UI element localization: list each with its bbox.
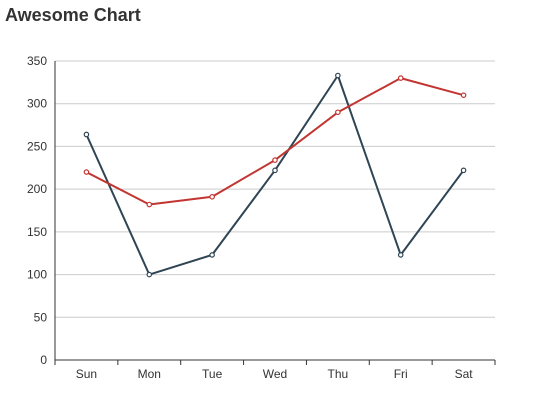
data-point[interactable]	[209, 194, 215, 200]
data-point[interactable]	[272, 157, 278, 163]
data-point[interactable]	[146, 201, 153, 208]
x-tick-label: Tue	[202, 367, 223, 381]
data-point[interactable]	[83, 169, 90, 175]
y-tick-label: 50	[34, 310, 48, 324]
data-point[interactable]	[335, 109, 341, 116]
data-point[interactable]	[209, 252, 215, 258]
series-line-2	[85, 77, 464, 206]
data-point[interactable]	[397, 75, 404, 81]
data-point[interactable]	[460, 92, 467, 98]
y-tick-label: 350	[27, 54, 47, 68]
x-tick-label: Thu	[328, 367, 349, 381]
data-point[interactable]	[272, 167, 278, 174]
x-axis: Sun Mon Tue Wed Thu Fri Sat	[54, 359, 496, 381]
data-point[interactable]	[83, 131, 90, 138]
data-point[interactable]	[460, 167, 467, 174]
series-layer	[83, 72, 467, 278]
series-line-1	[85, 74, 465, 276]
y-tick-label: 150	[27, 225, 47, 239]
x-tick-label: Wed	[263, 367, 287, 381]
chart-title: Awesome Chart	[5, 5, 141, 25]
grid-lines	[55, 60, 495, 318]
data-point[interactable]	[397, 252, 404, 258]
x-tick-label: Sat	[455, 367, 474, 381]
y-tick-label: 200	[27, 182, 47, 196]
y-tick-label: 0	[40, 353, 47, 367]
y-axis: 0 50 100 150 200 250 300 350	[27, 54, 56, 367]
data-point[interactable]	[146, 271, 153, 278]
data-point[interactable]	[335, 72, 341, 79]
y-tick-label: 250	[27, 139, 47, 153]
y-tick-label: 100	[27, 268, 47, 282]
x-tick-label: Mon	[138, 367, 161, 381]
x-tick-label: Fri	[394, 367, 408, 381]
x-tick-label: Sun	[76, 367, 97, 381]
y-tick-label: 300	[27, 97, 47, 111]
